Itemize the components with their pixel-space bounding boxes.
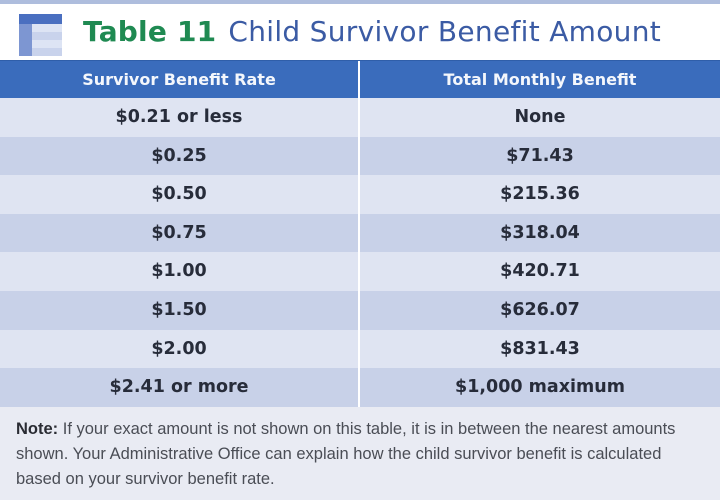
benefit-cell: $831.43 [500, 338, 580, 359]
column-header-rate: Survivor Benefit Rate [0, 61, 360, 99]
benefit-cell: $1,000 maximum [455, 377, 625, 398]
benefit-cell: None [514, 107, 566, 127]
rate-cell: $0.50 [0, 175, 360, 214]
table-row: $0.50 $215.36 [0, 175, 720, 214]
page-title: Table 11 Child Survivor Benefit Amount [83, 12, 661, 52]
title-bar: Table 11 Child Survivor Benefit Amount [0, 4, 720, 60]
top-rule [0, 0, 720, 4]
note-text: If your exact amount is not shown on thi… [16, 420, 676, 488]
table-row: $1.50 $626.07 [0, 290, 720, 330]
benefit-cell: $215.36 [500, 184, 580, 205]
table-header: Survivor Benefit Rate Total Monthly Bene… [0, 60, 720, 99]
rate-cell: $0.75 [0, 213, 360, 253]
table-row: $2.41 or more $1,000 maximum [0, 368, 720, 407]
benefit-cell: $626.07 [500, 299, 580, 320]
table-row: $2.00 $831.43 [0, 329, 720, 369]
table-number: Table 11 [83, 15, 217, 48]
benefit-cell: $420.71 [500, 261, 580, 282]
table-row: $0.25 $71.43 [0, 136, 720, 176]
benefit-cell: $71.43 [506, 145, 574, 166]
column-header-monthly-benefit: Total Monthly Benefit [443, 70, 637, 89]
rate-cell: $0.25 [0, 136, 360, 176]
rate-cell: $2.41 or more [0, 368, 360, 407]
footnote: Note: If your exact amount is not shown … [0, 407, 720, 500]
benefit-table: Survivor Benefit Rate Total Monthly Bene… [0, 60, 720, 407]
rate-cell: $1.50 [0, 290, 360, 330]
rate-cell: $0.21 or less [0, 98, 360, 137]
benefit-cell: $318.04 [500, 222, 580, 243]
table-row: $0.75 $318.04 [0, 213, 720, 253]
table-icon [19, 14, 62, 56]
rate-cell: $1.00 [0, 252, 360, 291]
rate-cell: $2.00 [0, 329, 360, 369]
table-row: $1.00 $420.71 [0, 252, 720, 291]
note-label: Note: [16, 420, 59, 438]
table-row: $0.21 or less None [0, 98, 720, 137]
table-title: Child Survivor Benefit Amount [228, 15, 662, 48]
